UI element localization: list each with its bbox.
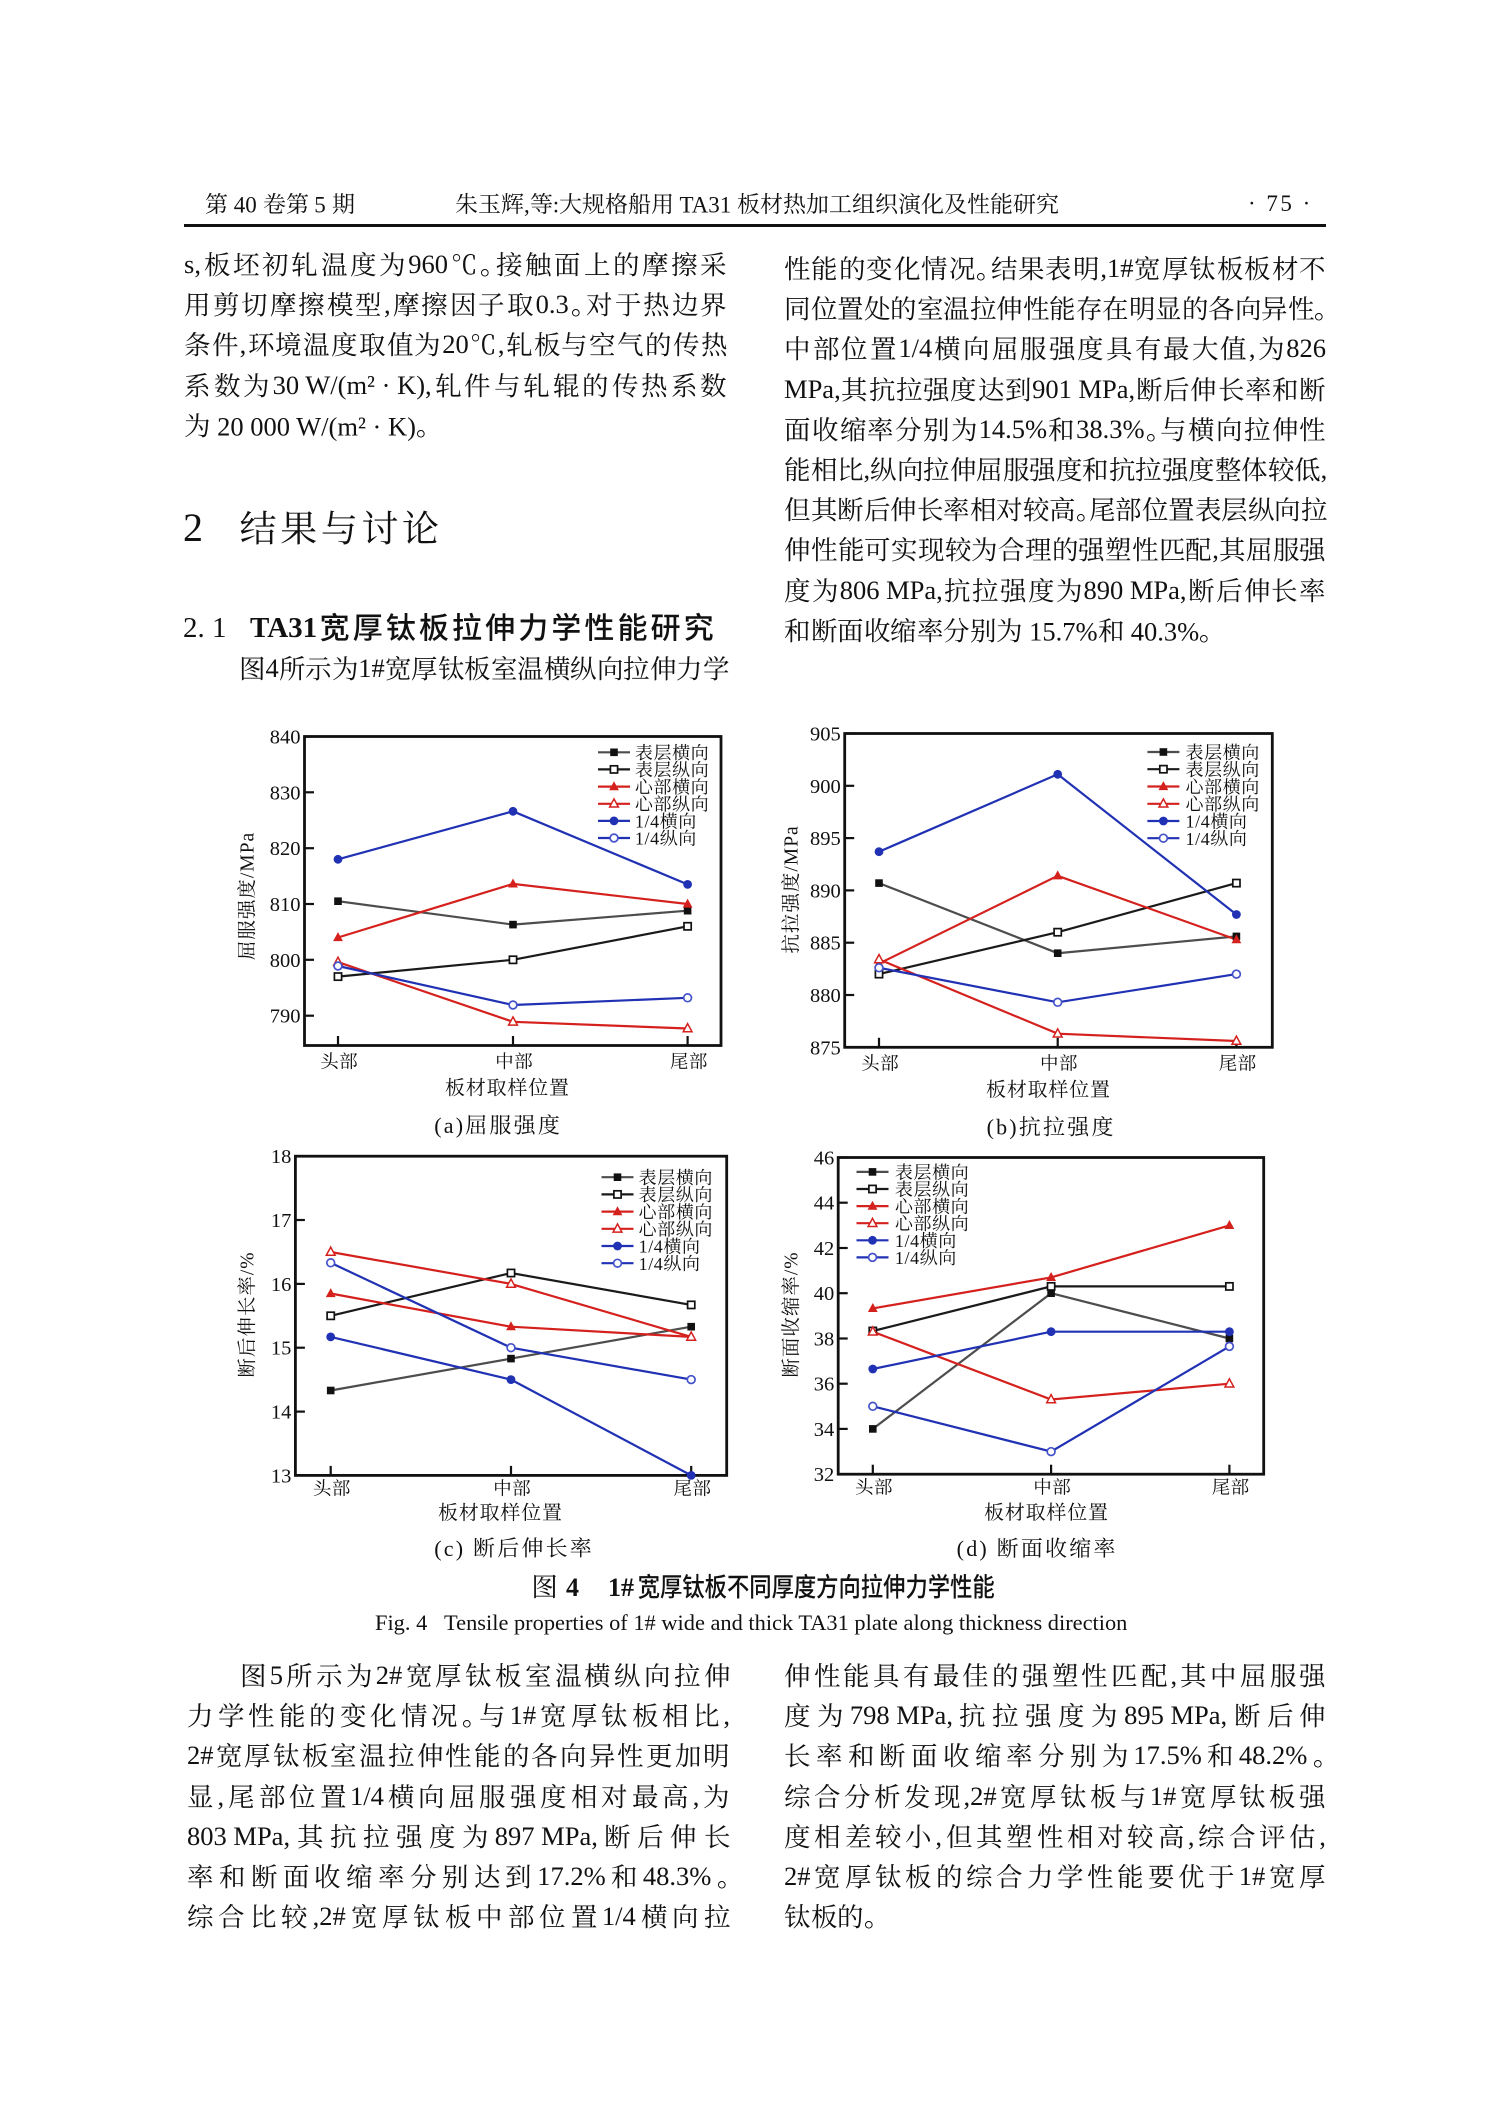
svg-text:13: 13 <box>271 1465 292 1487</box>
svg-text:P: P <box>238 842 259 853</box>
svg-text:890: 890 <box>810 880 841 902</box>
svg-text:(: ( <box>434 1536 441 1561</box>
svg-text:%: % <box>782 1252 803 1268</box>
svg-text:1: 1 <box>639 1254 648 1274</box>
svg-text:/: / <box>645 812 650 832</box>
svg-text:a: a <box>444 1113 454 1138</box>
svg-text:/: / <box>1195 829 1200 849</box>
svg-text:M: M <box>782 848 803 865</box>
svg-text:P: P <box>782 836 803 847</box>
svg-text:16: 16 <box>271 1274 292 1296</box>
svg-text:44: 44 <box>814 1193 835 1215</box>
svg-text:1: 1 <box>895 1231 904 1251</box>
svg-text:(: ( <box>434 1113 441 1138</box>
svg-text:42: 42 <box>814 1238 835 1260</box>
svg-text:): ) <box>979 1536 986 1561</box>
svg-text:810: 810 <box>270 894 301 916</box>
svg-text:17: 17 <box>271 1210 292 1232</box>
svg-text:15: 15 <box>271 1338 292 1360</box>
svg-text:%: % <box>238 1252 259 1268</box>
svg-text:880: 880 <box>810 985 841 1007</box>
svg-text:40: 40 <box>814 1283 835 1305</box>
svg-text:): ) <box>1009 1115 1016 1140</box>
svg-text:(: ( <box>957 1536 964 1561</box>
svg-text:4: 4 <box>1201 829 1210 849</box>
svg-text:/: / <box>905 1248 910 1268</box>
svg-text:46: 46 <box>814 1148 835 1170</box>
svg-text:/: / <box>905 1231 910 1251</box>
svg-text:): ) <box>456 1113 463 1138</box>
svg-text:32: 32 <box>814 1464 835 1486</box>
svg-text:36: 36 <box>814 1374 835 1396</box>
svg-text:830: 830 <box>270 782 301 804</box>
svg-text:875: 875 <box>810 1037 841 1059</box>
svg-text:/: / <box>648 1254 653 1274</box>
svg-text:2. 1: 2. 1 <box>183 612 227 644</box>
svg-text:a: a <box>782 826 803 835</box>
svg-text:/: / <box>782 1269 803 1275</box>
svg-text:/: / <box>238 1269 259 1275</box>
svg-text:1: 1 <box>635 829 644 849</box>
svg-text:900: 900 <box>810 776 841 798</box>
svg-text:4: 4 <box>650 829 659 849</box>
svg-text:/: / <box>1195 812 1200 832</box>
svg-text:b: b <box>996 1115 1007 1140</box>
svg-text:/: / <box>782 866 803 872</box>
svg-text:1: 1 <box>1186 812 1195 832</box>
svg-text:/: / <box>645 829 650 849</box>
svg-text:4: 4 <box>650 812 659 832</box>
svg-text:34: 34 <box>814 1419 835 1441</box>
svg-text:4: 4 <box>566 1573 579 1602</box>
svg-text:800: 800 <box>270 950 301 972</box>
svg-text:M: M <box>238 854 259 871</box>
svg-text:TA31: TA31 <box>250 612 317 644</box>
svg-text:(: ( <box>987 1115 994 1140</box>
svg-text:): ) <box>456 1536 463 1561</box>
svg-text:14: 14 <box>271 1402 292 1424</box>
svg-text:4: 4 <box>654 1237 663 1257</box>
svg-text:38: 38 <box>814 1329 835 1351</box>
svg-text:/: / <box>648 1237 653 1257</box>
svg-text:790: 790 <box>270 1006 301 1028</box>
svg-text:840: 840 <box>270 727 301 749</box>
svg-text:4: 4 <box>910 1248 919 1268</box>
svg-text:1: 1 <box>639 1237 648 1257</box>
svg-text:4: 4 <box>654 1254 663 1274</box>
svg-text:905: 905 <box>810 724 841 746</box>
svg-text:895: 895 <box>810 828 841 850</box>
svg-text:4: 4 <box>1201 812 1210 832</box>
svg-text:1: 1 <box>895 1248 904 1268</box>
svg-text:4: 4 <box>910 1231 919 1251</box>
svg-text:a: a <box>238 833 259 842</box>
svg-text:/: / <box>238 872 259 878</box>
svg-text:18: 18 <box>271 1146 292 1168</box>
svg-text:1: 1 <box>635 812 644 832</box>
svg-text:1#: 1# <box>608 1573 634 1602</box>
svg-text:d: d <box>966 1536 977 1561</box>
svg-text:885: 885 <box>810 933 841 955</box>
svg-text:c: c <box>444 1536 454 1561</box>
svg-text:1: 1 <box>1186 829 1195 849</box>
svg-text:820: 820 <box>270 838 301 860</box>
